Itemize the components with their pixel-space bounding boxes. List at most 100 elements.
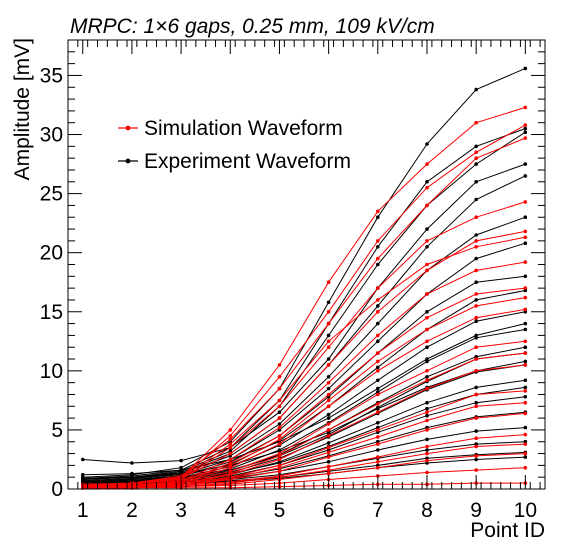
data-point-simulation-16-6 [376,298,380,302]
data-point-simulation-2-3 [228,437,233,442]
data-point-simulation-9-6 [376,410,380,415]
data-point-experiment-41-1 [130,471,134,476]
data-point-simulation-13-6 [376,465,380,470]
series-line-experiment-41 [82,323,526,476]
data-point-experiment-24-2 [179,458,183,463]
legend-entry-simulation: Simulation Waveform [118,117,343,140]
data-point-experiment-34-8 [474,385,479,390]
data-point-simulation-2-7 [425,203,429,208]
data-point-simulation-18-7 [425,378,429,383]
data-point-simulation-17-9 [523,295,528,300]
series-experiment-41 [81,321,528,477]
data-point-simulation-12-8 [474,436,479,441]
data-point-simulation-4-7 [425,268,429,273]
data-point-simulation-3-3 [228,445,233,450]
data-point-experiment-31-9 [523,327,528,332]
data-point-simulation-17-7 [425,327,429,332]
data-point-simulation-17-4 [277,437,282,442]
data-point-simulation-13-7 [425,458,429,463]
data-point-simulation-13-5 [326,471,331,476]
data-point-simulation-8-5 [326,422,331,426]
data-point-simulation-9-9 [523,363,528,367]
x-tick-label-1: 1 [77,499,89,522]
data-point-simulation-6-5 [326,392,331,397]
data-point-experiment-29-6 [376,365,380,370]
data-point-experiment-37-7 [425,437,429,442]
data-point-simulation-19-8 [474,404,479,409]
data-point-simulation-14-9 [523,465,528,470]
data-point-experiment-21-5 [326,300,331,305]
x-tick-label-5: 5 [274,499,286,522]
data-point-simulation-9-7 [425,386,429,391]
data-point-experiment-24-5 [326,357,331,361]
y-axis-title: Amplitude [mV] [11,38,34,180]
data-point-experiment-22-8 [474,144,479,149]
data-point-simulation-17-3 [228,463,233,468]
data-point-simulation-19-5 [326,450,331,455]
data-point-experiment-42-9 [523,359,528,364]
data-point-simulation-4-6 [376,310,380,314]
data-point-simulation-11-7 [425,428,429,432]
data-point-simulation-2-4 [277,386,282,391]
chart-title: MRPC: 1×6 gaps, 0.25 mm, 109 kV/cm [70,15,435,38]
data-point-simulation-17-6 [376,359,380,364]
data-point-simulation-0-6 [376,209,380,214]
data-point-experiment-25-8 [474,197,479,202]
data-point-experiment-24-8 [474,180,479,184]
data-point-experiment-26-6 [376,321,380,326]
x-tick-label-10: 10 [514,499,537,522]
data-point-simulation-13-8 [474,454,479,458]
y-tick-label-25: 25 [40,183,63,206]
data-point-experiment-26-5 [326,375,331,379]
data-point-experiment-41-2 [179,468,183,472]
data-point-experiment-25-6 [376,304,380,308]
y-tick-label-0: 0 [51,478,63,501]
data-point-simulation-16-9 [523,235,528,240]
data-point-simulation-3-7 [425,239,429,243]
x-tick-label-6: 6 [323,499,335,522]
data-point-simulation-4-5 [326,363,331,367]
x-tick-label-7: 7 [372,499,384,522]
data-point-simulation-6-9 [523,286,528,290]
x-axis-title: Point ID [470,519,545,542]
data-point-experiment-25-9 [523,174,528,178]
data-point-simulation-1-5 [326,310,331,314]
data-point-simulation-4-9 [523,229,528,234]
data-point-simulation-3-4 [277,404,282,409]
data-point-simulation-5-3 [228,457,233,462]
data-point-experiment-21-6 [376,215,380,219]
data-point-simulation-18-4 [277,454,282,458]
data-point-experiment-41-0 [81,473,85,477]
data-point-simulation-5-5 [326,380,331,385]
series-experiment-21 [81,66,528,480]
data-point-experiment-41-9 [523,321,528,326]
data-point-experiment-41-6 [376,386,380,391]
data-point-experiment-21-8 [474,87,479,92]
data-point-experiment-29-8 [474,298,479,302]
data-point-simulation-6-6 [376,351,380,355]
data-point-simulation-19-6 [376,435,380,439]
data-point-simulation-7-7 [425,339,429,344]
data-point-experiment-24-7 [425,227,429,231]
data-point-experiment-37-6 [376,448,380,452]
data-point-simulation-1-9 [523,123,528,127]
data-point-experiment-34-6 [376,421,380,425]
data-point-simulation-20-6 [376,460,380,464]
data-point-simulation-2-5 [326,321,331,326]
data-point-simulation-12-9 [523,432,528,437]
legend-entry-experiment: Experiment Waveform [118,150,351,173]
y-tick-label-35: 35 [40,64,63,87]
series-line-experiment-22 [82,128,526,479]
data-point-simulation-8-6 [376,392,380,397]
data-point-simulation-3-9 [523,200,528,204]
legend-marker-experiment [125,158,131,164]
series-line-experiment-34 [82,379,526,484]
data-point-simulation-16-4 [277,398,282,403]
data-point-simulation-14-7 [425,470,429,475]
series-line-simulation-2 [82,137,526,486]
series-line-simulation-16 [82,236,526,486]
data-point-simulation-9-4 [277,457,282,462]
data-point-experiment-35-7 [425,413,429,418]
data-point-experiment-40-9 [523,455,528,459]
data-point-simulation-4-4 [277,416,282,420]
